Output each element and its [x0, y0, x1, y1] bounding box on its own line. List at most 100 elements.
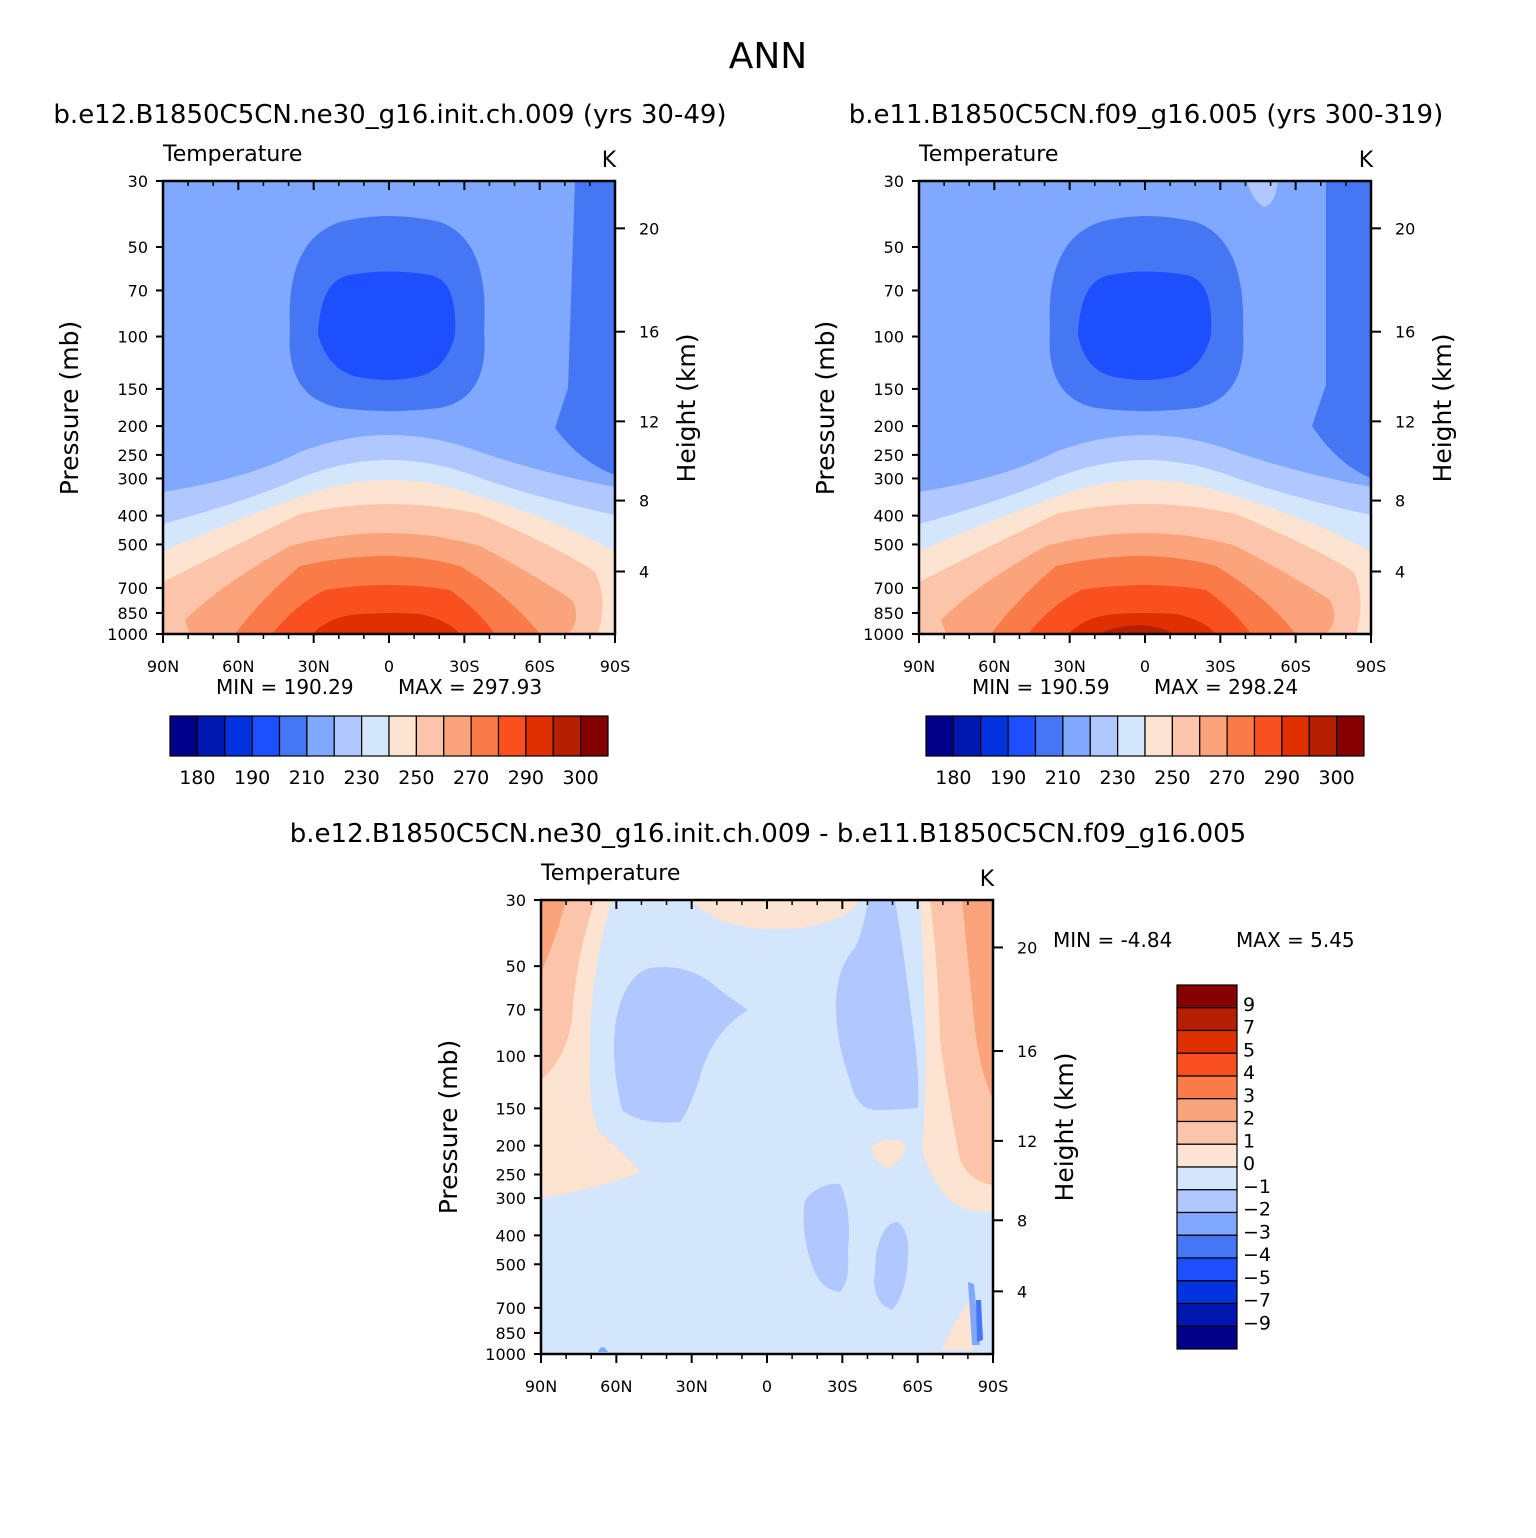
- max-label: MAX = 5.45: [1236, 928, 1355, 952]
- y-tick-label: 700: [873, 579, 904, 598]
- panel-difference: b.e12.B1850C5CN.ne30_g16.init.ch.009 - b…: [290, 819, 1355, 1396]
- height-tick-label: 8: [1017, 1211, 1027, 1230]
- contour-band-minus1-0: [541, 900, 993, 1354]
- contour-band-295-300: [312, 613, 460, 634]
- y-tick-label: 100: [495, 1047, 526, 1066]
- y-tick-label: 850: [117, 604, 148, 623]
- colorbar-box: [925, 715, 954, 757]
- y-tick-label: 30: [506, 891, 526, 910]
- colorbar-box: [1176, 1234, 1238, 1259]
- colorbar-box: [1176, 1052, 1238, 1077]
- y-tick-label: 70: [506, 1001, 526, 1020]
- colorbar-label: 190: [234, 767, 270, 789]
- colorbar-box: [1253, 715, 1283, 757]
- colorbar-box: [1199, 715, 1228, 757]
- colorbar-label: −2: [1243, 1199, 1271, 1221]
- x-tick-label: 0: [762, 1377, 772, 1396]
- colorbar-box: [443, 715, 472, 757]
- y-tick-label: 200: [873, 417, 904, 436]
- colorbar-label: 5: [1243, 1039, 1255, 1061]
- y-tick-label: 1000: [863, 625, 904, 644]
- contour-band-minus4-sfc: [976, 1300, 983, 1342]
- y-tick-label: 1000: [107, 625, 148, 644]
- colorbar-box: [361, 715, 390, 757]
- colorbar-label: 300: [1318, 767, 1354, 789]
- y-tick-label: 300: [873, 469, 904, 488]
- x-tick-label: 30N: [676, 1377, 708, 1396]
- colorbar-box: [1176, 1211, 1238, 1236]
- colorbar-label: 270: [453, 767, 489, 789]
- height-tick-label: 12: [639, 412, 659, 431]
- x-tick-label: 90S: [1356, 657, 1387, 676]
- x-tick-label: 30N: [298, 657, 330, 676]
- colorbar-box: [1176, 1098, 1238, 1123]
- min-label: MIN = 190.59: [972, 675, 1110, 699]
- x-tick-label: 90S: [978, 1377, 1009, 1396]
- y-tick-label: 150: [495, 1099, 526, 1118]
- colorbar-label: 270: [1209, 767, 1245, 789]
- colorbar-box: [1176, 1280, 1238, 1305]
- height-tick-label: 4: [639, 562, 649, 581]
- contour-band-minus2-minus1-b: [835, 900, 919, 1111]
- colorbar-box: [1007, 715, 1037, 757]
- colorbar-box: [497, 715, 527, 757]
- y-tick-label: 250: [873, 446, 904, 465]
- colorbar-label: 190: [990, 767, 1026, 789]
- x-tick-label: 0: [384, 657, 394, 676]
- colorbar: 180 190 210 230 250 270 290 300: [169, 715, 609, 789]
- y-tick-label: 70: [884, 281, 904, 300]
- x-tick-label: 60N: [600, 1377, 632, 1396]
- panel-title: b.e11.B1850C5CN.f09_g16.005 (yrs 300-319…: [849, 100, 1443, 130]
- colorbar-box: [1308, 715, 1338, 757]
- right-axis-label: Height (km): [1428, 334, 1457, 483]
- contour-band-minus2-minus1-d: [874, 1222, 909, 1310]
- height-tick-label: 8: [1395, 492, 1405, 511]
- panel-model-1: b.e12.B1850C5CN.ne30_g16.init.ch.009 (yr…: [53, 100, 726, 789]
- colorbar-box: [1176, 984, 1238, 1009]
- colorbar-box: [1176, 1189, 1238, 1214]
- min-label: MIN = -4.84: [1053, 928, 1172, 952]
- x-tick-label: 30S: [827, 1377, 858, 1396]
- variable-label: Temperature: [918, 142, 1058, 167]
- contour-field: [919, 181, 1371, 634]
- x-tick-label: 90N: [525, 1377, 557, 1396]
- colorbar-label: 250: [398, 767, 434, 789]
- colorbar-box: [952, 715, 982, 757]
- height-tick-label: 16: [1395, 323, 1415, 342]
- y-tick-label: 700: [495, 1299, 526, 1318]
- panel-title: b.e12.B1850C5CN.ne30_g16.init.ch.009 (yr…: [53, 100, 726, 130]
- max-label: MAX = 298.24: [1154, 675, 1298, 699]
- y-axis-label: Pressure (mb): [434, 1040, 463, 1214]
- max-label: MAX = 297.93: [398, 675, 542, 699]
- colorbar-label: −4: [1243, 1244, 1271, 1266]
- colorbar-box: [169, 715, 198, 757]
- contour-band-1-2-north: [541, 900, 595, 1080]
- y-tick-label: 400: [495, 1226, 526, 1245]
- colorbar-label: 290: [1264, 767, 1300, 789]
- contour-band-210-220: [1312, 181, 1371, 478]
- height-tick-label: 16: [639, 323, 659, 342]
- contour-band-minus3-ant: [598, 1347, 608, 1352]
- y-tick-label: 100: [873, 328, 904, 347]
- colorbar-box: [1176, 1325, 1238, 1350]
- right-axis-label: Height (km): [672, 334, 701, 483]
- y-tick-label: 70: [128, 281, 148, 300]
- y-tick-label: 150: [873, 380, 904, 399]
- colorbar-label: 180: [179, 767, 215, 789]
- colorbar-box: [552, 715, 582, 757]
- colorbar-box: [1176, 1257, 1238, 1282]
- colorbar-box: [1034, 715, 1064, 757]
- y-tick-label: 400: [873, 507, 904, 526]
- colorbar-label: −3: [1243, 1221, 1271, 1243]
- y-tick-label: 300: [117, 469, 148, 488]
- y-tick-label: 50: [884, 238, 904, 257]
- right-axis-label: Height (km): [1050, 1053, 1079, 1202]
- units-label: K: [980, 867, 995, 892]
- height-tick-label: 4: [1395, 562, 1405, 581]
- y-tick-label: 500: [873, 535, 904, 554]
- y-tick-label: 700: [117, 579, 148, 598]
- colorbar-label: 180: [935, 767, 971, 789]
- x-tick-label: 90N: [147, 657, 179, 676]
- colorbar-label: 250: [1154, 767, 1190, 789]
